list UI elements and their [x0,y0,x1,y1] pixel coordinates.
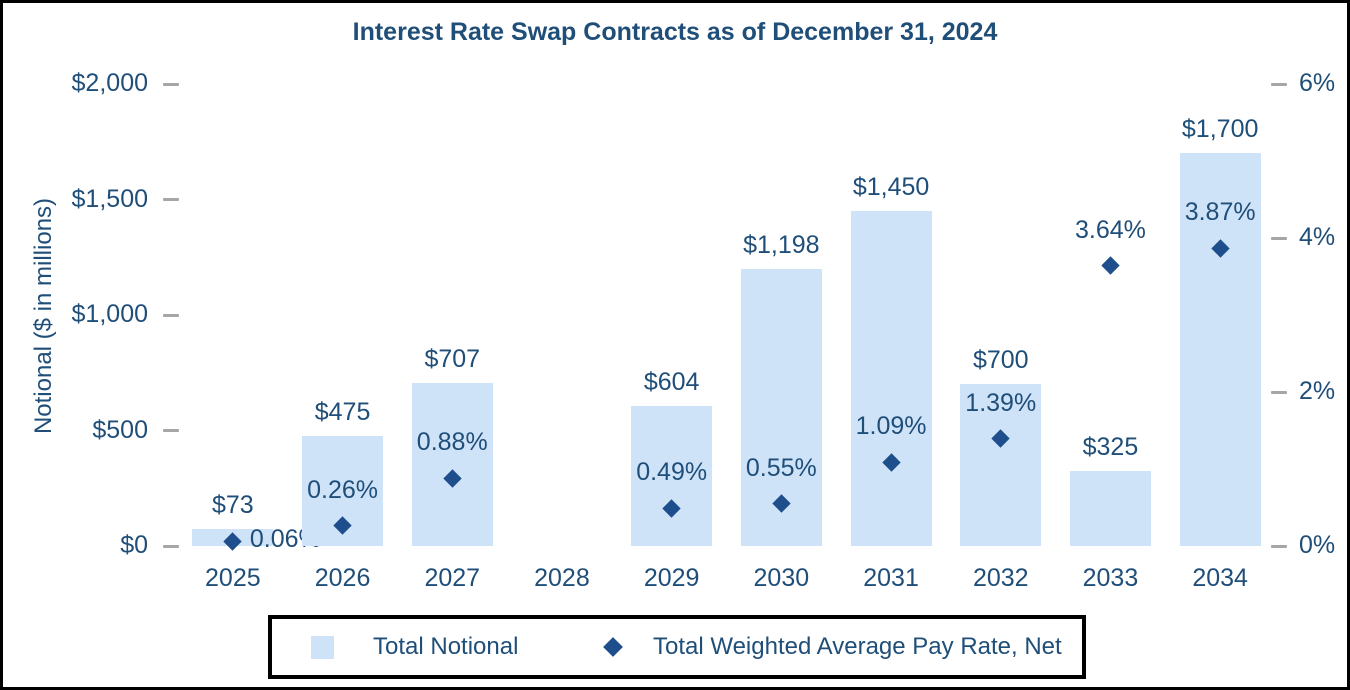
pay-rate-label: 3.64% [1074,215,1146,244]
pay-rate-label: 0.88% [416,428,488,457]
right-axis-tick [1271,544,1287,548]
notional-value-label: $700 [972,346,1029,375]
notional-value-label: $1,450 [852,173,930,202]
right-axis-tick-label: 2% [1299,377,1336,405]
left-axis-tick-label: $0 [120,531,148,559]
right-axis-tick-label: 6% [1299,69,1336,97]
left-axis-tick [163,429,179,432]
x-axis-label: 2027 [424,564,481,592]
legend: Total Notional Total Weighted Average Pa… [268,615,1086,679]
x-axis-label: 2034 [1192,564,1248,592]
pay-rate-label: 1.39% [965,388,1037,417]
notional-bar [1069,470,1151,546]
left-axis-tick-label: $2,000 [71,69,148,97]
left-axis-tick [163,198,179,201]
x-axis-label: 2030 [753,564,810,592]
pay-rate-label: 0.49% [636,458,708,487]
pay-rate-label: 0.26% [307,475,378,504]
right-axis-tick-label: 4% [1299,223,1336,251]
left-axis-tick [163,544,179,548]
total-notional-swatch-icon [311,636,334,659]
pay-rate-marker [1101,256,1120,275]
chart-title: Interest Rate Swap Contracts as of Decem… [352,18,998,46]
notional-value-label: $1,700 [1181,115,1259,144]
notional-value-label: $604 [643,368,700,397]
pay-rate-label: 3.87% [1184,198,1256,226]
right-axis-tick [1271,82,1287,86]
x-axis-label: 2028 [534,564,590,592]
legend-label-total-notional: Total Notional [373,633,519,660]
notional-value-label: $707 [424,344,481,373]
x-axis-label: 2025 [205,564,261,592]
left-axis-tick [163,82,179,86]
legend-label-pay-rate: Total Weighted Average Pay Rate, Net [653,633,1062,660]
pay-rate-label: 0.55% [745,453,817,482]
right-axis-tick [1271,390,1287,394]
left-axis-tick-label: $500 [92,415,148,444]
x-axis-label: 2033 [1082,564,1139,592]
notional-value-label: $325 [1082,432,1139,461]
right-axis-tick [1271,236,1287,240]
notional-value-label: $73 [211,491,254,520]
pay-rate-label: 1.09% [855,412,927,441]
pay-rate-diamond-icon [603,637,623,657]
notional-bar [631,406,713,546]
notional-value-label: $475 [314,398,371,427]
x-axis-label: 2029 [643,564,700,592]
x-axis-label: 2032 [972,564,1029,592]
notional-bar [960,384,1042,546]
left-axis-tick-label: $1,000 [71,300,148,328]
x-axis-label: 2026 [314,564,371,592]
notional-value-label: $1,198 [743,231,820,260]
notional-bar [850,211,932,546]
notional-bar [1179,153,1261,546]
right-axis-tick-label: 0% [1299,531,1336,559]
left-axis-tick [163,313,179,317]
x-axis-label: 2031 [863,564,919,592]
notional-bar [411,382,493,546]
left-axis-tick-label: $1,500 [71,184,148,213]
